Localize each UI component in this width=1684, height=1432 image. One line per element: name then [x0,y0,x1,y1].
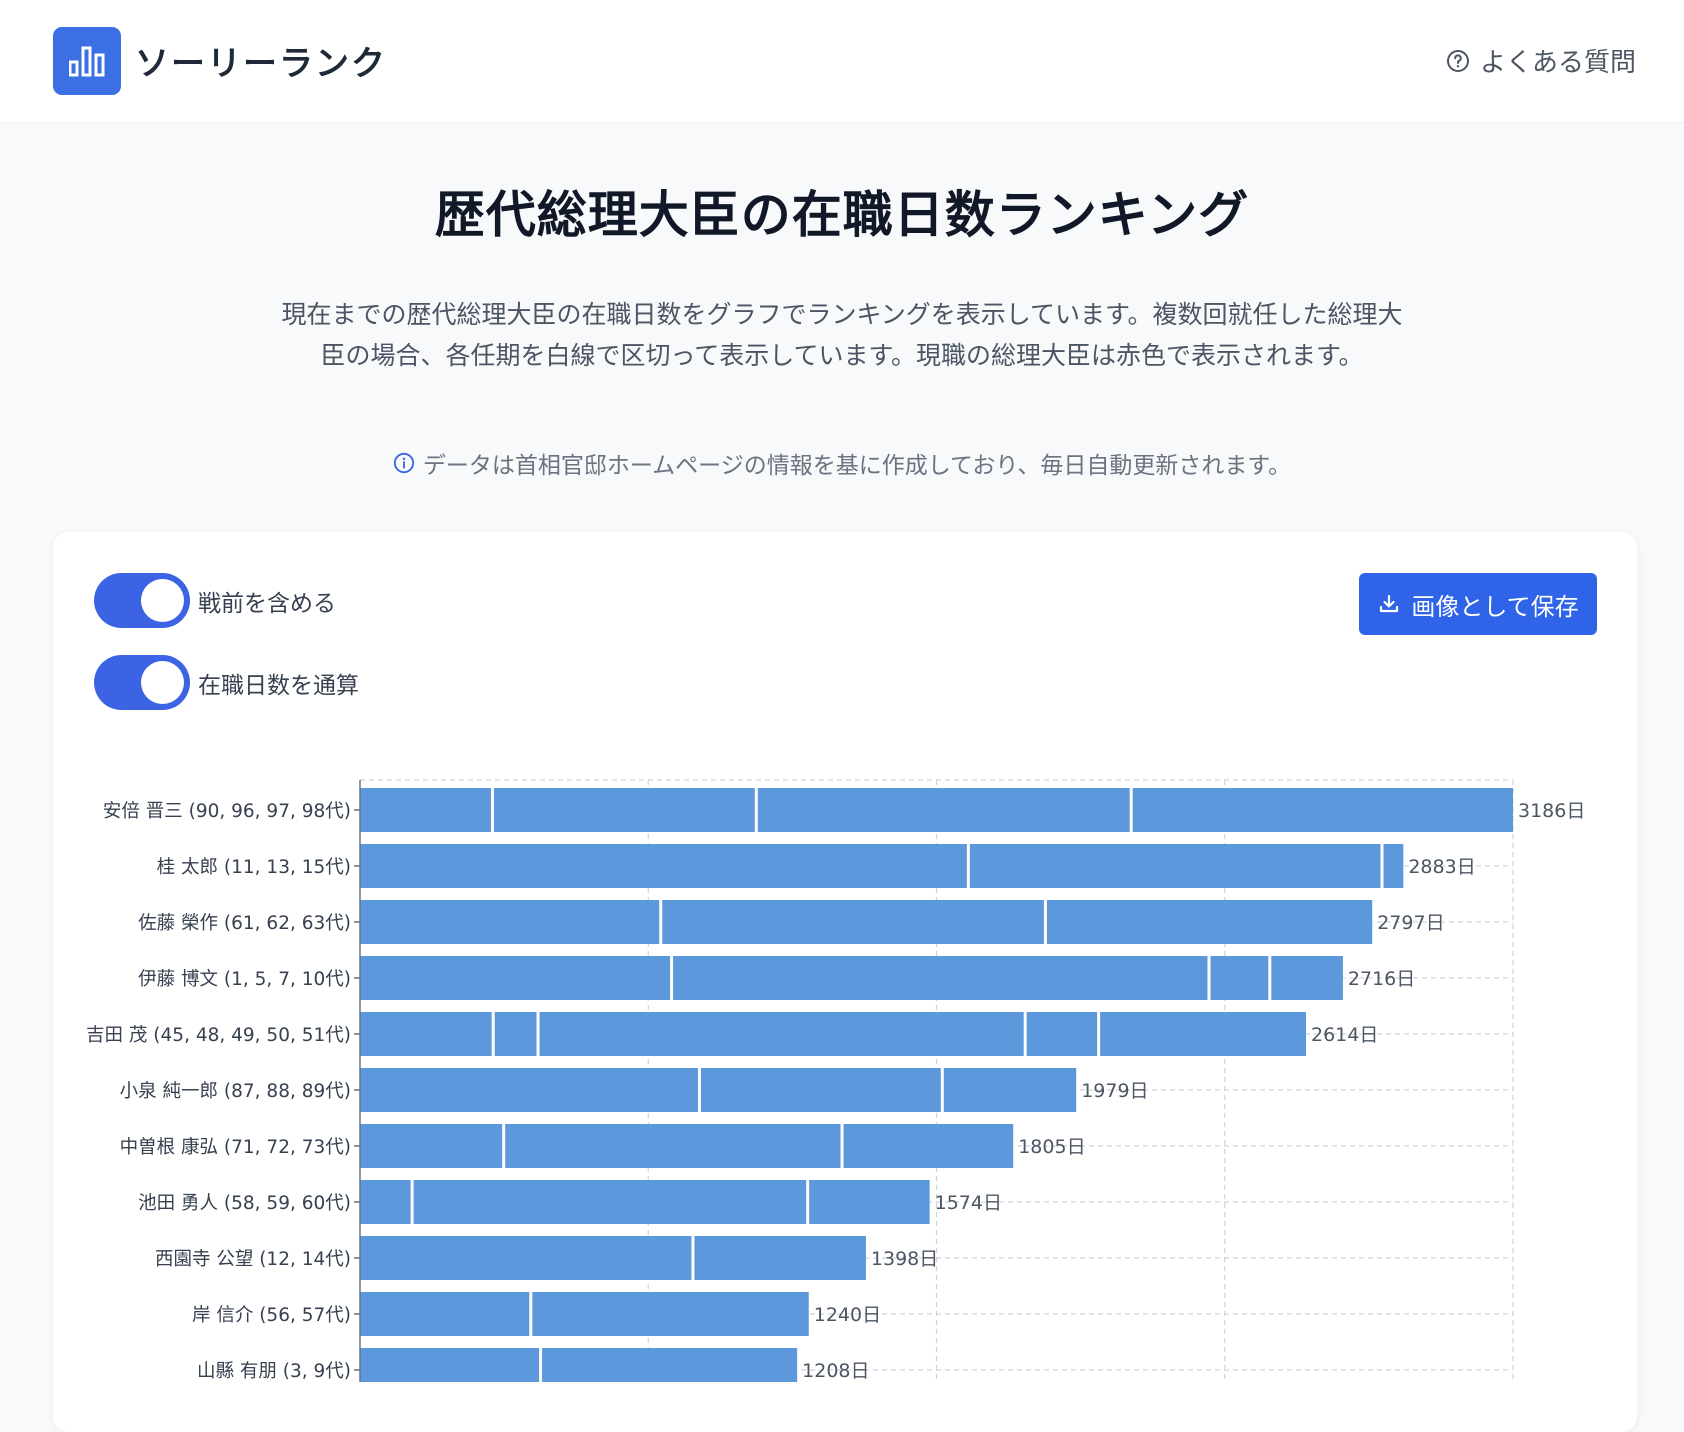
bar-segment [360,788,493,832]
toggle-prewar[interactable] [94,573,190,628]
bar-segment [1209,956,1270,1000]
y-tick-label: 池田 勇人 (58, 59, 60代) [138,1193,351,1214]
bar-value-label: 1398日 [871,1248,938,1270]
bar-segment [968,844,1382,888]
bar-segment [1045,900,1373,944]
faq-link[interactable]: よくある質問 [1446,42,1636,79]
bar-segment [1381,844,1404,888]
info-icon [393,452,414,474]
y-tick-label: 伊藤 博文 (1, 5, 7, 10代) [138,969,351,990]
app-header: ソーリーランク よくある質問 [0,0,1684,123]
ranking-chart: 3186日 安倍 晋三 (90, 96, 97, 98代) 2883日 桂 太郎 (1… [86,779,1585,1382]
bar-segment [842,1124,1014,1168]
y-tick-label: 岸 信介 (56, 57代) [192,1305,351,1326]
bar-segment [492,788,757,832]
save-image-button[interactable]: 画像として保存 [1359,573,1597,635]
y-tick-label: 佐藤 榮作 (61, 62, 63代) [138,913,351,934]
y-tick-label: 西園寺 公望 (12, 14代) [155,1249,351,1270]
brand-name[interactable]: ソーリーランク [135,44,387,84]
page-title: 歴代総理大臣の在職日数ランキング [434,186,1250,244]
bar-segment [942,1068,1077,1112]
toggle-prewar-row: 戦前を含める [94,573,336,628]
y-tick-label: 安倍 晋三 (90, 96, 97, 98代) [103,801,351,822]
bar-chart-icon [69,46,105,77]
bar-segment [360,1348,541,1382]
bar-segment [360,1180,413,1224]
bar-value-label: 1208日 [802,1360,869,1382]
bar-segment [1131,788,1513,832]
bar-segment [360,1124,504,1168]
y-tick-label: 山縣 有朋 (3, 9代) [197,1361,351,1382]
bar-segment [807,1180,930,1224]
bar-segment [1269,956,1343,1000]
toggle-total-label: 在職日数を通算 [198,672,359,699]
bar-segment [660,900,1046,944]
faq-label: よくある質問 [1479,48,1636,78]
bar-segment [493,1012,539,1056]
bar-segment [360,1236,693,1280]
bar-segment [360,1292,531,1336]
y-tick-label: 中曽根 康弘 (71, 72, 73代) [120,1137,351,1158]
data-source-note: データは首相官邸ホームページの情報を基に作成しており、毎日自動更新されます。 [0,446,1684,480]
bar-segment [360,900,661,944]
bar-segment [692,1236,866,1280]
toggle-total[interactable] [94,655,190,710]
page-description: 現在までの歴代総理大臣の在職日数をグラフでランキングを表示しています。複数回就任… [281,300,1403,370]
bar-segment [756,788,1132,832]
bar-segment [360,1068,700,1112]
toggle-knob [141,661,184,704]
bar-value-label: 1805日 [1018,1136,1085,1158]
bar-segment [540,1348,798,1382]
bar-value-label: 2716日 [1348,968,1415,990]
y-tick-label: 桂 太郎 (11, 13, 15代) [157,857,351,878]
logo[interactable] [53,27,121,95]
chart-card: 戦前を含める 在職日数を通算 画像として保存 3186日 安倍 晋三 (90, 9… [53,532,1637,1432]
bar-value-label: 1240日 [814,1304,881,1326]
bar-segment [538,1012,1026,1056]
bar-value-label: 2883日 [1408,856,1475,878]
bar-value-label: 2797日 [1377,912,1444,934]
bar-value-label: 1574日 [935,1192,1002,1214]
bar-segment [412,1180,808,1224]
toggle-knob [141,579,184,622]
save-button-label: 画像として保存 [1411,593,1579,621]
bar-segment [530,1292,809,1336]
y-tick-label: 小泉 純一郎 (87, 88, 89代) [120,1081,351,1102]
bar-segment [360,844,969,888]
bar-value-label: 3186日 [1518,800,1585,822]
y-tick-label: 吉田 茂 (45, 48, 49, 50, 51代) [86,1025,351,1046]
bar-segment [671,956,1210,1000]
download-icon [1380,594,1399,613]
bar-value-label: 1979日 [1081,1080,1148,1102]
toggle-prewar-label: 戦前を含める [198,590,336,617]
bar-segment [1098,1012,1306,1056]
bar-segment [503,1124,843,1168]
bar-segment [699,1068,943,1112]
bar-segment [1025,1012,1099,1056]
note-text: データは首相官邸ホームページの情報を基に作成しており、毎日自動更新されます。 [422,453,1292,479]
question-circle-icon [1446,49,1469,72]
toggle-total-row: 在職日数を通算 [94,655,359,710]
bar-segment [360,1012,494,1056]
bar-segment [360,956,672,1000]
bar-value-label: 2614日 [1311,1024,1378,1046]
